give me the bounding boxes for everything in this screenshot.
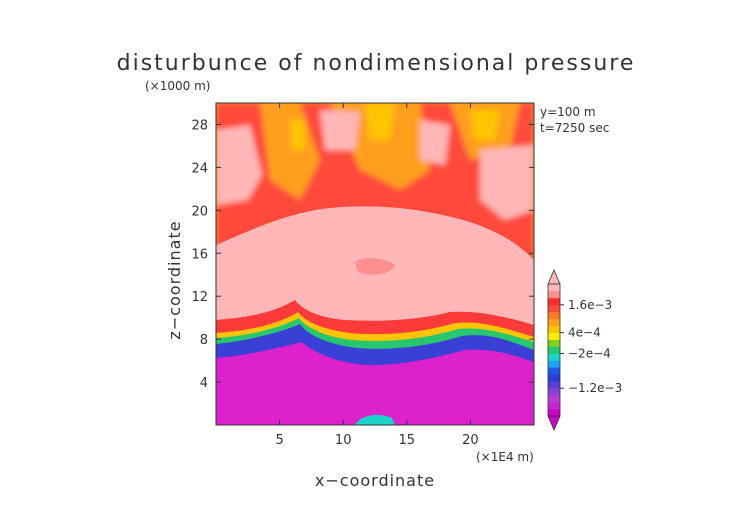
colorbar-level-17 — [548, 290, 560, 299]
upper-pink-blob-left — [216, 125, 262, 205]
colorbar-level-9 — [548, 346, 560, 354]
y-tick-label-3: 16 — [191, 247, 208, 262]
plot-area — [216, 103, 534, 425]
colorbar-bottom-arrow — [547, 415, 561, 432]
colorbar-label-1: 4e−4 — [568, 326, 601, 340]
x-unit-label: (×1E4 m) — [476, 450, 534, 464]
colorbar-level-7 — [548, 360, 560, 368]
colorbar-level-4 — [548, 381, 560, 389]
colorbar-level-5 — [548, 374, 560, 382]
bottom-cyan-patch — [355, 414, 395, 425]
colorbar-level-11 — [548, 332, 560, 340]
y-tick-label-6: 28 — [191, 118, 208, 133]
y-tick-label-0: 4 — [200, 376, 208, 391]
colorbar-level-15 — [548, 304, 560, 313]
y-tick-label-2: 12 — [191, 290, 208, 305]
y-tick-label-5: 24 — [191, 161, 208, 176]
colorbar-top-arrow — [547, 268, 561, 285]
colorbar-label-2: −2e−4 — [568, 346, 611, 360]
colorbar-level-3 — [548, 388, 560, 396]
tick-layer: 5 10 15 20 4 8 12 16 20 24 28 — [191, 103, 534, 448]
x-axis-title: x−coordinate — [315, 471, 435, 490]
colorbar-level-10 — [548, 339, 560, 347]
x-tick-label-0: 5 — [275, 433, 283, 448]
upper-orange-region — [260, 103, 520, 200]
colorbar-label-3: −1.2e−3 — [568, 381, 622, 395]
z-unit-label: (×1000 m) — [145, 79, 210, 93]
y-axis-title: z−coordinate — [165, 220, 184, 339]
colorbar-level-0 — [548, 409, 560, 417]
colorbar-label-0: 1.6e−3 — [568, 298, 612, 312]
y-tick-label-1: 8 — [200, 333, 208, 348]
annotation-y: y=100 m — [540, 105, 596, 119]
colorbar-level-12 — [548, 325, 560, 333]
upper-pink-blob-right — [480, 145, 534, 220]
chart-title: disturbunce of nondimensional pressure — [117, 51, 636, 76]
plot-frame — [215, 102, 535, 426]
x-tick-label-2: 15 — [399, 433, 416, 448]
x-tick-label-3: 20 — [462, 433, 479, 448]
colorbar-level-13 — [548, 318, 560, 326]
colorbar-level-2 — [548, 395, 560, 403]
colorbar-frame — [547, 283, 561, 417]
band-deep-negative — [216, 342, 534, 425]
plateau-darker-patch — [355, 258, 395, 275]
x-tick-label-1: 10 — [335, 433, 352, 448]
upper-pink-blob-center — [320, 110, 450, 165]
colorbar-level-6 — [548, 367, 560, 375]
colorbar-level-18 — [548, 284, 560, 292]
colorbar: 1.6e−3 4e−4 −2e−4 −1.2e−3 — [547, 268, 622, 432]
colorbar-level-16 — [548, 297, 560, 306]
colorbar-level-1 — [548, 402, 560, 410]
y-tick-label-4: 20 — [191, 204, 208, 219]
colorbar-level-8 — [548, 353, 560, 361]
colorbar-level-14 — [548, 311, 560, 320]
annotation-t: t=7250 sec — [540, 121, 609, 135]
